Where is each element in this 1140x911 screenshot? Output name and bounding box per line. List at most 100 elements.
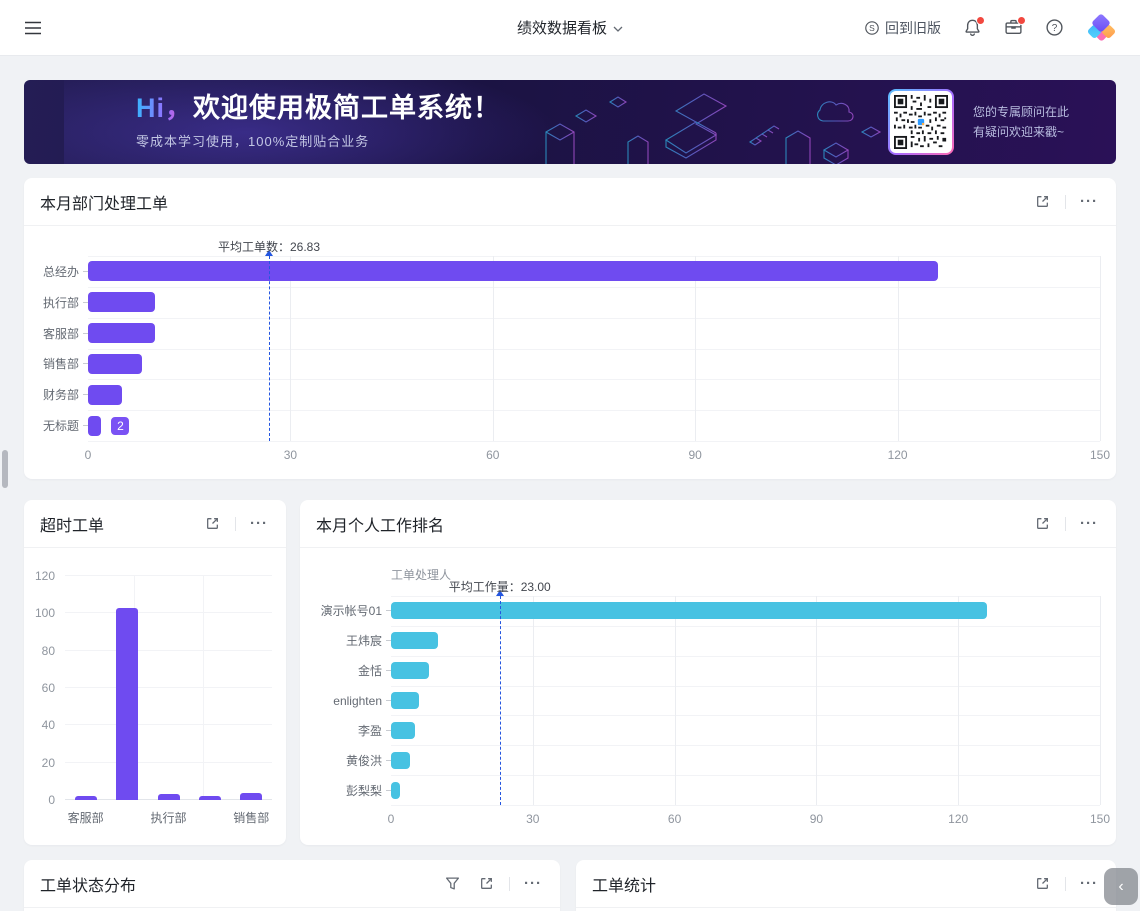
chart-row: 2 — [88, 410, 1100, 441]
chevron-down-icon — [613, 19, 623, 36]
workbench-briefcase-icon[interactable] — [1004, 16, 1026, 37]
more-options-icon[interactable]: ··· — [250, 514, 268, 532]
data-bar — [88, 261, 939, 282]
axis-tick-label: 0 — [48, 793, 55, 807]
more-options-icon[interactable]: ··· — [1080, 514, 1098, 532]
x-axis: 客服部 执行部 销售部 — [65, 800, 272, 845]
more-options-icon[interactable]: ··· — [1080, 874, 1098, 892]
gridline-vertical — [674, 596, 676, 805]
ranking-bar-chart: 平均工作量：23.00 工单处理人 演示帐号01 王炜宸 金恬 enlighten 李盈 黄俊… — [300, 548, 1116, 845]
gridline-horizontal — [65, 761, 272, 763]
panel-title: 工单统计 — [592, 877, 657, 895]
isometric-city-illustration — [545, 93, 882, 164]
gridline-vertical — [1100, 596, 1101, 805]
qr-code-image — [894, 95, 948, 149]
category-label: 彭梨梨 — [300, 775, 391, 805]
data-bar — [157, 794, 180, 800]
svg-text:S: S — [869, 23, 875, 33]
average-label: 平均工单数：26.83 — [217, 240, 321, 254]
data-bar — [198, 796, 221, 800]
data-bar — [391, 691, 420, 709]
gridline-horizontal — [88, 441, 1100, 442]
chart-row — [391, 626, 1100, 656]
expand-icon[interactable] — [201, 513, 223, 535]
category-label: 王炜宸 — [300, 626, 391, 656]
category-label: 李盈 — [300, 715, 391, 745]
divider — [235, 516, 236, 531]
welcome-banner: Hi，欢迎使用极简工单系统！ 零成本学习使用，100%定制贴合业务 — [24, 80, 1116, 164]
overtime-bar-chart: 0 20 40 60 80 100 120 客服部 执行部 销售部 — [24, 548, 286, 845]
chart-row — [391, 686, 1100, 716]
data-bar — [391, 781, 401, 799]
help-icon[interactable]: ? — [1045, 18, 1064, 37]
notifications-bell-icon[interactable] — [963, 16, 985, 37]
back-to-old-version-button[interactable]: S 回到旧版 — [864, 18, 941, 38]
data-bar — [74, 796, 97, 800]
data-bar — [116, 607, 139, 800]
divider — [1065, 876, 1066, 891]
data-bar — [240, 792, 263, 800]
gridline-horizontal — [88, 286, 1100, 288]
gridline-vertical — [897, 256, 899, 441]
consultant-line2: 有疑问欢迎来戳~ — [973, 125, 1065, 139]
workbench-badge-dot — [1017, 16, 1026, 25]
gridline-horizontal — [391, 655, 1100, 657]
expand-icon[interactable] — [1031, 191, 1053, 213]
axis-tick-label: 60 — [41, 681, 55, 695]
hamburger-menu-icon[interactable] — [24, 21, 42, 35]
gridline-horizontal — [65, 612, 272, 614]
data-bar — [88, 323, 156, 344]
more-options-icon[interactable]: ··· — [524, 874, 542, 892]
axis-tick-label: 30 — [526, 812, 540, 826]
app-logo-icon[interactable] — [1086, 12, 1116, 43]
axis-tick-label: 80 — [41, 643, 55, 658]
chevron-left-icon: ‹ — [1118, 877, 1124, 895]
expand-icon[interactable] — [475, 873, 497, 895]
category-label: 销售部 — [233, 811, 270, 825]
divider — [509, 876, 510, 891]
left-scrollbar-thumb[interactable] — [2, 450, 8, 488]
gridline-horizontal — [391, 625, 1100, 627]
plot-area: 平均工作量：23.00 工单处理人 — [391, 568, 1101, 806]
category-label: 演示帐号01 — [300, 596, 391, 626]
axis-tick-label: 0 — [84, 448, 92, 462]
chart-row — [391, 596, 1100, 626]
category-label: 执行部 — [150, 811, 187, 825]
gridline-vertical — [816, 596, 818, 805]
gridline-vertical — [203, 576, 204, 800]
axis-tick-label: 0 — [387, 812, 395, 826]
chart-row — [88, 318, 1100, 349]
panel-ticket-statistics: 工单统计 ··· — [576, 860, 1116, 911]
category-label: 黄俊洪 — [300, 745, 391, 775]
page-title-dropdown[interactable]: 绩效数据看板 — [517, 17, 623, 38]
axis-tick-label: 20 — [41, 755, 55, 770]
category-label: 客服部 — [67, 811, 104, 825]
banner-subtitle: 零成本学习使用，100%定制贴合业务 — [136, 134, 370, 149]
expand-icon[interactable] — [1031, 513, 1053, 535]
filter-funnel-icon[interactable] — [441, 873, 463, 895]
banner-title: Hi，欢迎使用极简工单系统！ — [136, 93, 501, 123]
gridline-horizontal — [391, 715, 1100, 717]
panel-title: 本月部门处理工单 — [40, 195, 169, 213]
chart-row — [391, 745, 1100, 775]
data-bar — [391, 632, 439, 650]
plot-area — [65, 575, 272, 800]
back-to-old-version-label: 回到旧版 — [885, 19, 941, 36]
gridline-vertical — [958, 596, 960, 805]
notification-badge-dot — [976, 16, 985, 25]
more-options-icon[interactable]: ··· — [1080, 192, 1098, 210]
data-bar — [391, 602, 987, 620]
expand-icon[interactable] — [1031, 873, 1053, 895]
collapse-handle[interactable]: ‹ — [1104, 868, 1138, 905]
panel-title: 超时工单 — [40, 517, 105, 535]
chart-row — [391, 656, 1100, 686]
average-line — [269, 256, 270, 441]
gridline-horizontal — [65, 724, 272, 726]
average-line-arrow — [495, 590, 504, 596]
department-bar-chart: 2 平均工单数：26.83 总经办 执行部 客服部 销售部 财务部 无标题 0 30 60 90 120… — [24, 226, 1116, 479]
panel-personal-ranking: 本月个人工作排名 ··· 平均工作量：23.00 工单处理人 演示帐号01 王炜宸 金恬… — [300, 500, 1116, 845]
axis-tick-label: 120 — [887, 448, 908, 462]
gridline-vertical — [290, 256, 292, 441]
chart-row — [88, 256, 1100, 287]
